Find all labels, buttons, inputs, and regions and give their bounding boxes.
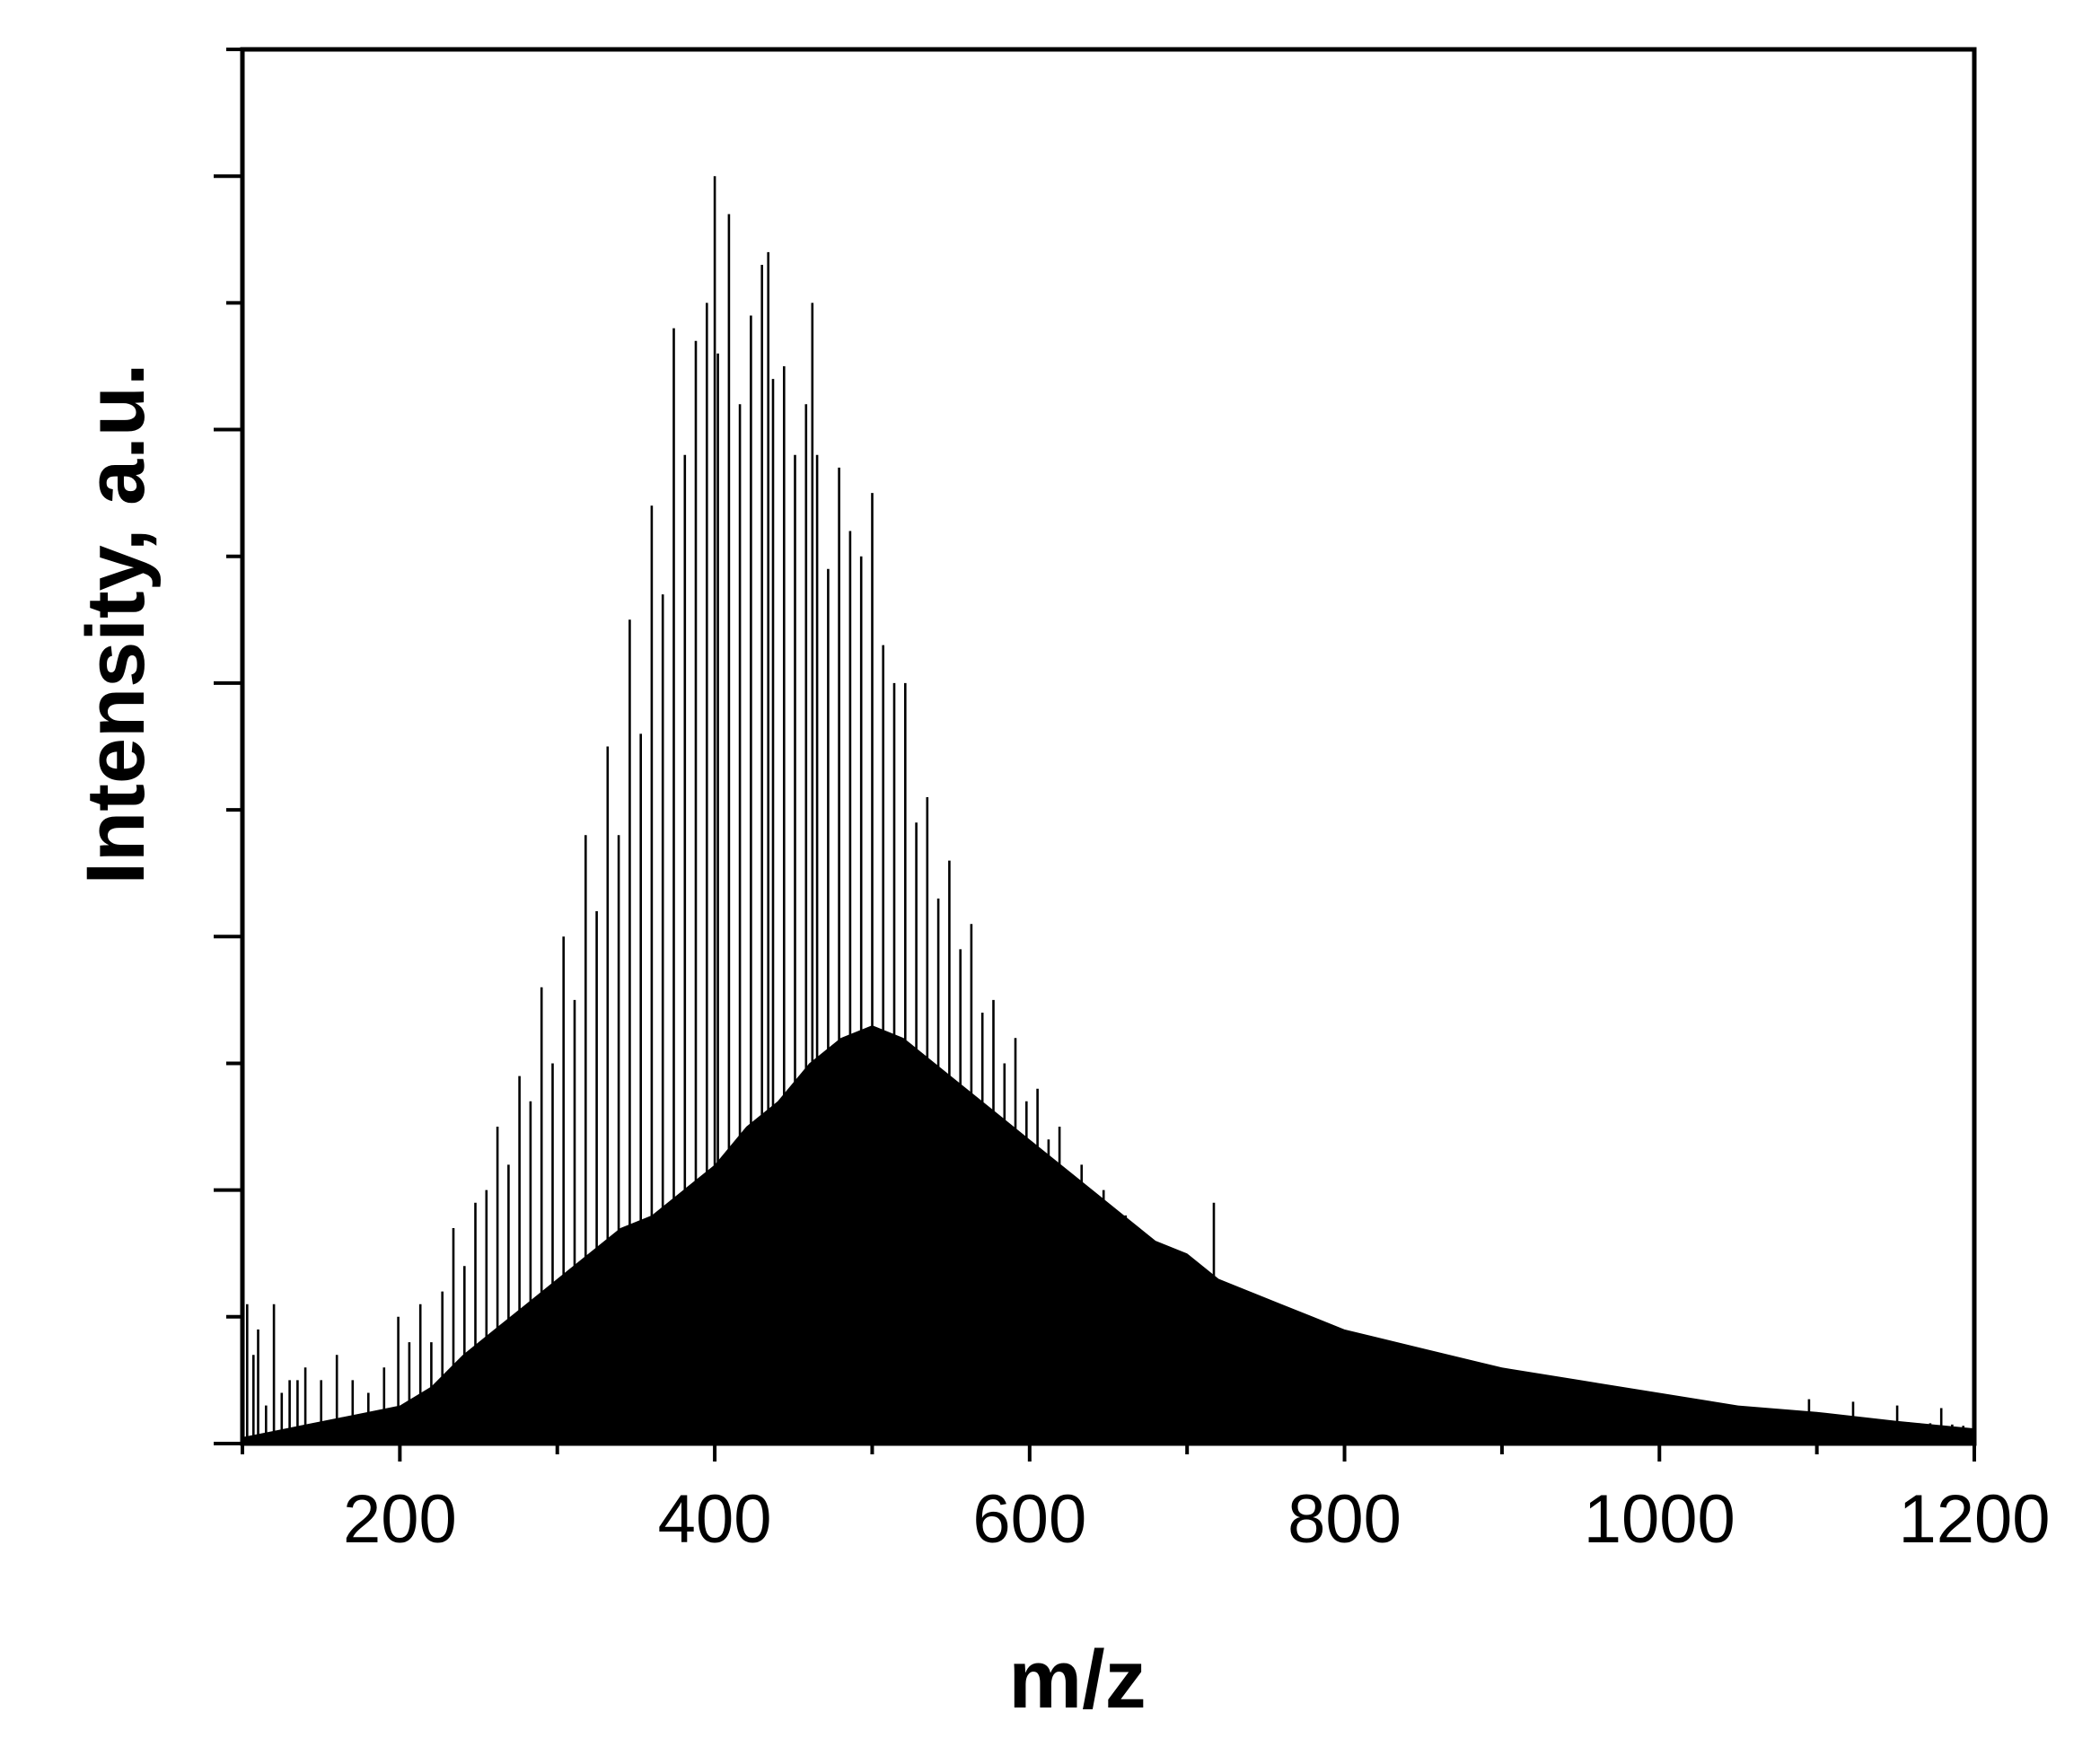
spectrum-peaks bbox=[242, 176, 1974, 1444]
x-axis-ticks bbox=[241, 1444, 1976, 1462]
x-tick-label: 200 bbox=[343, 1481, 457, 1558]
x-tick-label: 800 bbox=[1287, 1481, 1401, 1558]
x-tick-label: 1000 bbox=[1584, 1481, 1735, 1558]
x-tick-label: 600 bbox=[972, 1481, 1086, 1558]
spectrum-envelope bbox=[242, 1025, 1974, 1444]
x-axis-tick-labels: 200 400 600 800 1000 1200 bbox=[343, 1481, 2051, 1558]
x-axis-title: m/z bbox=[1008, 1634, 1146, 1725]
x-tick-label: 400 bbox=[658, 1481, 772, 1558]
plot-frame bbox=[240, 47, 1977, 1446]
x-tick-label: 1200 bbox=[1898, 1481, 2050, 1558]
y-axis-ticks bbox=[214, 48, 242, 1445]
y-axis-title: Intensity, a.u. bbox=[70, 363, 162, 884]
